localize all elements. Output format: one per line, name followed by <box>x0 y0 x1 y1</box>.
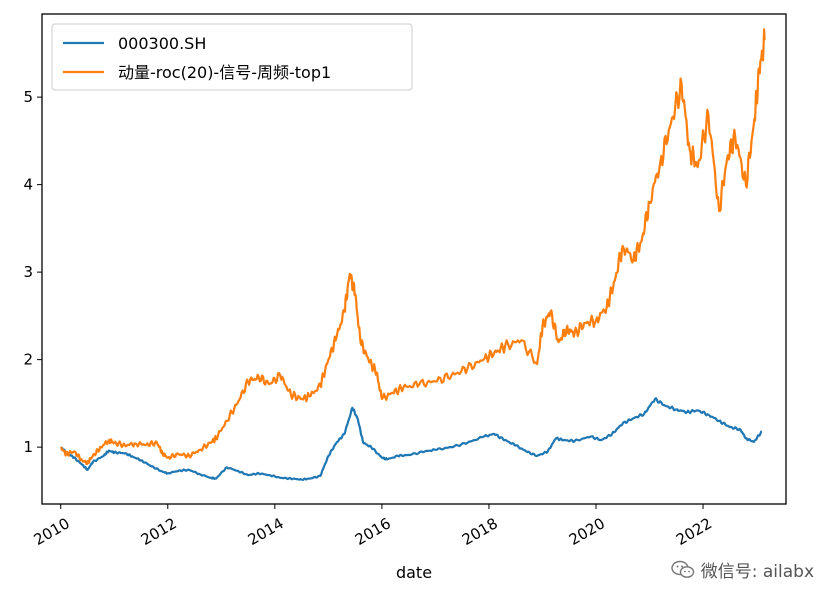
y-tick-label-4: 5 <box>23 88 33 106</box>
x-tick-label-4: 2018 <box>459 514 501 549</box>
series-layer <box>59 28 766 481</box>
watermark-text: 微信号: ailabx <box>700 562 814 582</box>
y-tick-label-2: 3 <box>23 263 33 281</box>
x-tick-label-0: 2010 <box>31 514 73 549</box>
series-line-2 <box>59 28 766 466</box>
x-tick-label-6: 2022 <box>673 514 715 549</box>
x-axis-title: date <box>396 563 432 582</box>
y-tick-label-0: 1 <box>23 438 33 456</box>
legend-label-1: 000300.SH <box>118 34 206 53</box>
x-axis: 2010 2012 2014 2016 2018 2020 2022 <box>31 504 715 549</box>
y-axis: 1 2 3 4 5 <box>23 88 42 456</box>
y-tick-label-3: 4 <box>23 176 33 194</box>
watermark: 微信号: ailabx <box>671 557 814 582</box>
legend-box <box>51 23 413 91</box>
x-tick-label-5: 2020 <box>566 514 608 549</box>
series-line-1 <box>59 397 763 481</box>
plot-frame <box>41 13 787 505</box>
x-tick-label-1: 2012 <box>138 514 180 549</box>
legend-label-2: 动量-roc(20)-信号-周频-top1 <box>118 63 331 82</box>
x-tick-label-3: 2016 <box>352 514 394 549</box>
legend: 000300.SH 动量-roc(20)-信号-周频-top1 <box>51 23 413 91</box>
wechat-icon <box>671 560 694 578</box>
x-tick-label-2: 2014 <box>245 514 287 549</box>
y-tick-label-1: 2 <box>23 351 33 369</box>
